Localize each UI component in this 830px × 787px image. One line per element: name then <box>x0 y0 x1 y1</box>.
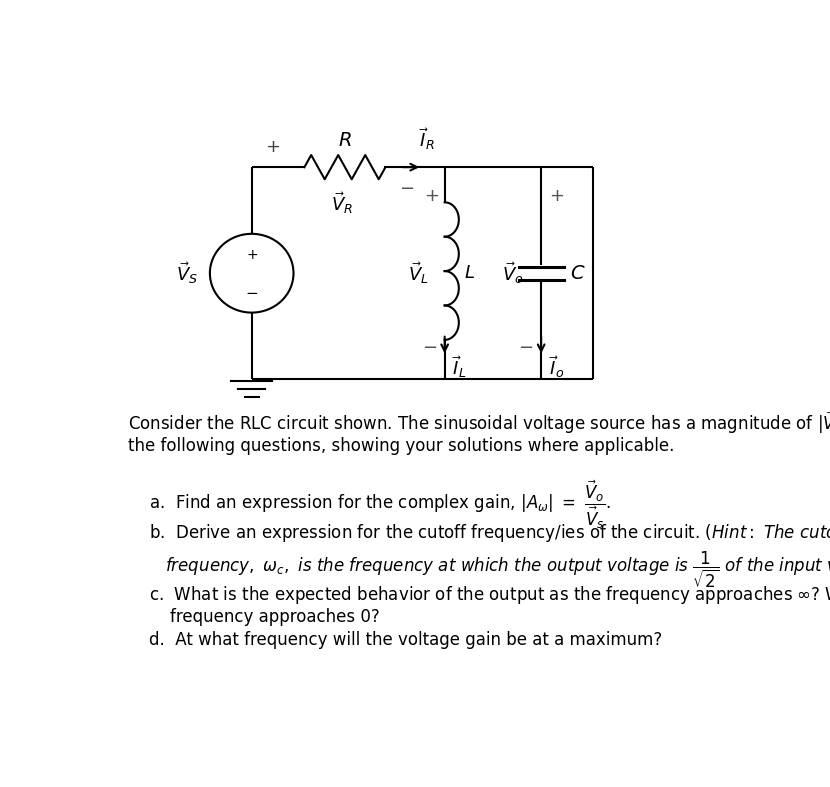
Text: $L$: $L$ <box>464 264 475 283</box>
Text: frequency approaches 0?: frequency approaches 0? <box>149 608 379 626</box>
Text: $\vec{V}_R$: $\vec{V}_R$ <box>330 190 353 216</box>
Text: the following questions, showing your solutions where applicable.: the following questions, showing your so… <box>128 437 675 455</box>
Text: $+$: $+$ <box>549 187 564 205</box>
Text: $-$: $-$ <box>245 284 258 299</box>
Text: $\vec{V}_S$: $\vec{V}_S$ <box>176 260 198 286</box>
Text: d.  At what frequency will the voltage gain be at a maximum?: d. At what frequency will the voltage ga… <box>149 630 662 648</box>
Text: $\vec{I}_L$: $\vec{I}_L$ <box>452 354 466 380</box>
Text: c.  What is the expected behavior of the output as the frequency approaches $\in: c. What is the expected behavior of the … <box>149 584 830 606</box>
Text: $R$: $R$ <box>338 131 352 150</box>
Text: $\mathit{frequency,\ \omega_c,\ is\ the\ frequency\ at\ which\ the\ output\ volt: $\mathit{frequency,\ \omega_c,\ is\ the\… <box>165 550 830 590</box>
Text: a.  Find an expression for the complex gain, $|A_\omega|$ $=$ $\dfrac{\vec{V}_o}: a. Find an expression for the complex ga… <box>149 479 611 531</box>
Text: $-$: $-$ <box>398 178 413 196</box>
Text: Consider the RLC circuit shown. The sinusoidal voltage source has a magnitude of: Consider the RLC circuit shown. The sinu… <box>128 409 830 436</box>
Text: $+$: $+$ <box>246 248 258 262</box>
Text: b.  Derive an expression for the cutoff frequency/ies of the circuit. $\mathit{(: b. Derive an expression for the cutoff f… <box>149 522 830 544</box>
Text: $C$: $C$ <box>570 264 586 283</box>
Text: $+$: $+$ <box>424 187 440 205</box>
Text: $-$: $-$ <box>518 337 534 355</box>
Text: $+$: $+$ <box>265 139 280 157</box>
Text: $\vec{I}_o$: $\vec{I}_o$ <box>549 354 564 380</box>
Text: $\vec{V}_o$: $\vec{V}_o$ <box>501 260 523 286</box>
Text: $\vec{I}_R$: $\vec{I}_R$ <box>419 126 435 152</box>
Text: $\vec{V}_L$: $\vec{V}_L$ <box>408 260 428 286</box>
Text: $-$: $-$ <box>422 337 437 355</box>
